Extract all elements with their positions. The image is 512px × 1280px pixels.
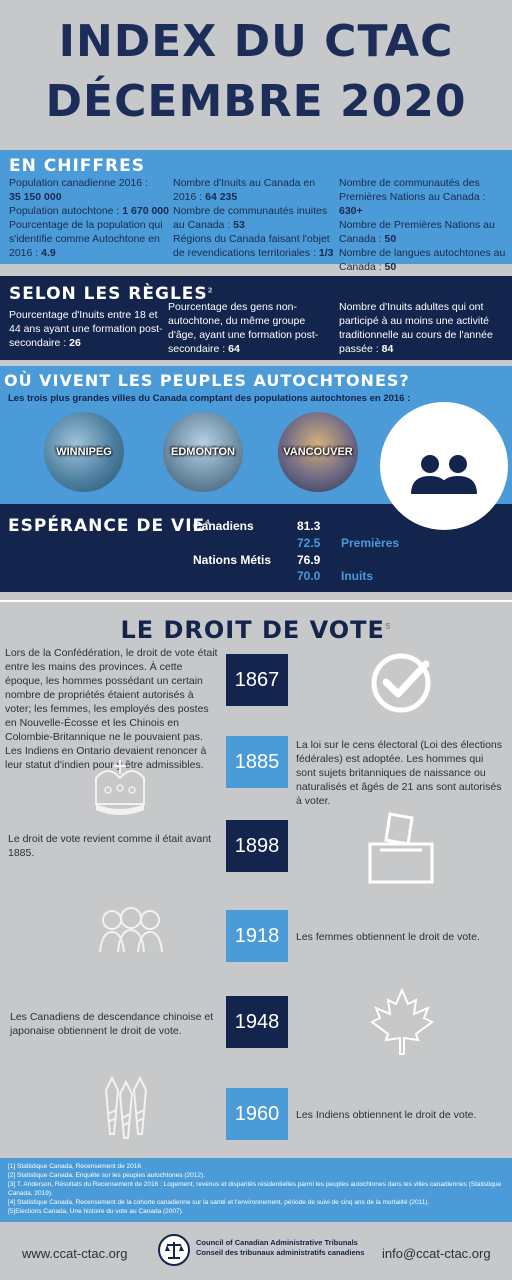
city-label-edmonton: EDMONTON [171,446,235,458]
people-icon [411,455,477,494]
chiffres-col-2: Nombre d'Inuits au Canada en 2016 : 64 2… [173,177,334,259]
vote-text-1898: Le droit de vote revient comme il était … [8,833,212,859]
vote-text-1885: La loi sur le cens électoral (Loi des él… [296,739,503,807]
title-line-2: DÉCEMBRE 2020 [45,76,467,127]
esperance-value-metis: 76.9 [297,553,321,567]
chiffres-heading: EN CHIFFRES [9,156,145,176]
footnote-1: [1] Statistique Canada, Recensement de 2… [8,1163,141,1170]
vote-text-1948: Les Canadiens de descendance chinoise et… [10,1011,214,1037]
footnote-3: [3] T. Anderson, Résultats du Recensemen… [8,1181,502,1197]
org-name-en: Council of Canadian Administrative Tribu… [196,1238,358,1247]
regles-col-2: Pourcentage des gens non-autochtone, du … [168,301,319,355]
villes-subtitle: Les trois plus grandes villes du Canada … [8,393,411,404]
separator [0,600,512,602]
city-winnipeg-image: WINNIPEG [44,412,124,492]
feathers-icon [102,1074,150,1153]
women-icon [96,906,166,959]
footnote-2: [2] Statistique Canada, Enquête sur les … [8,1172,205,1179]
footnotes-section: [1] Statistique Canada, Recensement de 2… [0,1158,512,1222]
title-line-1: INDEX DU CTAC [58,16,454,67]
chiffres-col-1: Population canadienne 2016 : 35 150 000 … [9,177,169,259]
city-edmonton-image: EDMONTON [163,412,243,492]
year-1885: 1885 [226,736,288,788]
year-1948: 1948 [226,996,288,1048]
org-name: Council of Canadian Administrative Tribu… [196,1238,364,1258]
regles-col-1: Pourcentage d'Inuits entre 18 et 44 ans … [9,309,163,349]
chiffres-section: EN CHIFFRES Population canadienne 2016 :… [0,150,512,273]
ballot-box-icon [366,810,436,889]
esperance-label-canadiens: Canadiens [193,519,254,533]
website-link[interactable]: www.ccat-ctac.org [22,1246,128,1261]
villes-heading: OÙ VIVENT LES PEUPLES AUTOCHTONES? [4,371,410,390]
esperance-label-inuits: Inuits [341,569,373,583]
regles-section: SELON LES RÈGLES2 Pourcentage d'Inuits e… [0,276,512,360]
esperance-label-premieres: Premières [341,536,400,550]
regles-heading: SELON LES RÈGLES2 [9,284,214,304]
footnote-5: [5]Elections Canada, Une histoire du vot… [8,1208,184,1215]
year-1960: 1960 [226,1088,288,1140]
chiffres-col-3: Nombre de communautés des Premières Nati… [339,177,506,273]
checkmark-icon [368,646,438,721]
esperance-heading: ESPÉRANCE DE VIE4 [8,516,212,536]
esperance-value-canadiens: 81.3 [297,519,321,533]
esperance-value-premieres: 72.5 [297,536,321,550]
crown-icon [88,754,152,825]
city-label-vancouver: VANCOUVER [283,446,353,458]
vote-text-1960: Les Indiens obtiennent le droit de vote. [296,1109,477,1121]
year-1867: 1867 [226,654,288,706]
city-vancouver-image: VANCOUVER [278,412,358,492]
vote-heading: LE DROIT DE VOTE5 [120,616,392,644]
org-name-fr: Conseil des tribunaux administratifs can… [196,1248,365,1257]
people-circle [380,402,508,530]
vote-text-1918: Les femmes obtiennent le droit de vote. [296,931,480,943]
regles-col-3: Nombre d'Inuits adultes qui ont particip… [339,301,493,355]
esperance-value-inuits: 70.0 [297,569,321,583]
esperance-label-metis: Nations Métis [193,553,272,567]
email-link[interactable]: info@ccat-ctac.org [382,1246,491,1261]
ccat-logo [158,1234,190,1266]
vote-intro: Lors de la Confédération, le droit de vo… [5,647,218,771]
year-1918: 1918 [226,910,288,962]
year-1898: 1898 [226,820,288,872]
footnote-4: [4] Statistique Canada, Recensement de l… [8,1199,430,1206]
maple-leaf-icon [370,987,434,1061]
scales-icon [165,1242,184,1259]
city-label-winnipeg: WINNIPEG [56,446,112,458]
